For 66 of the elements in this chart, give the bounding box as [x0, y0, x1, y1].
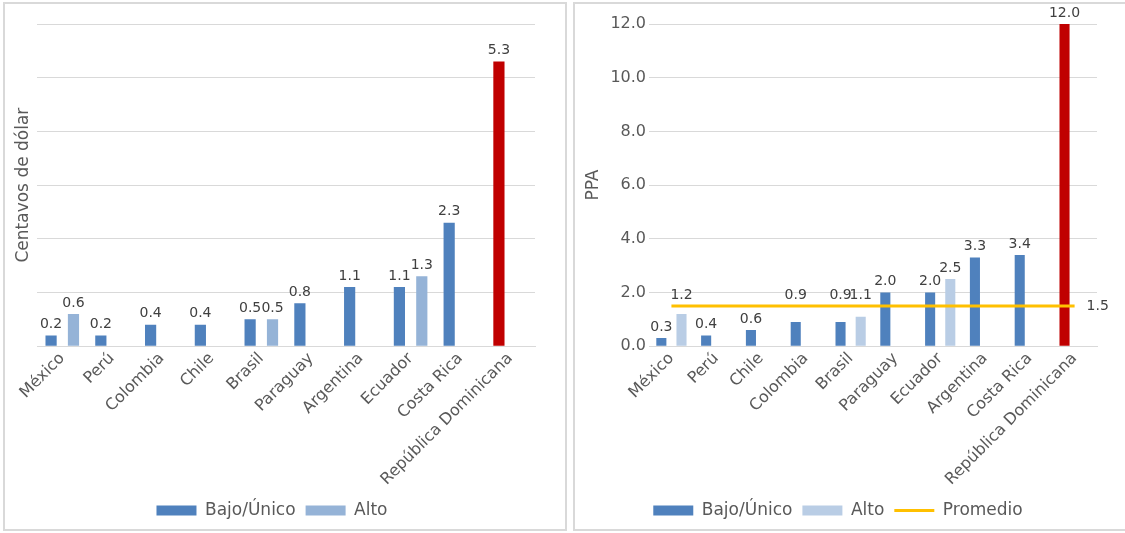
y-tick-label: 4.0 [620, 227, 647, 247]
legend-label: Alto [850, 498, 885, 519]
bar [835, 322, 846, 346]
data-label: 1.1 [338, 266, 361, 283]
data-label: 0.2 [89, 315, 112, 332]
bar [969, 257, 980, 346]
y-tick-label: 0.0 [620, 335, 647, 355]
bar [701, 335, 712, 346]
bar [194, 324, 206, 346]
bar [1014, 254, 1025, 346]
data-label: 2.0 [874, 272, 897, 289]
y-tick-label: 6.0 [620, 174, 647, 194]
bar [790, 322, 801, 346]
legend-label: Alto [354, 498, 388, 519]
legend-label: Bajo/Único [204, 497, 296, 519]
bar [745, 330, 756, 346]
y-axis-title: Centavos de dólar [11, 107, 32, 263]
bar [676, 313, 687, 346]
bar [95, 335, 107, 346]
y-tick-label: 10.0 [610, 66, 647, 86]
data-label: 0.8 [288, 282, 312, 299]
y-tick-label: 8.0 [620, 120, 647, 140]
y-axis-title: PPA [581, 169, 602, 201]
data-label: 5.3 [487, 41, 511, 58]
bar [1059, 24, 1070, 346]
bar [344, 287, 356, 346]
bar [945, 279, 956, 346]
bar [925, 292, 936, 346]
data-label: 0.4 [695, 315, 718, 332]
bar [294, 303, 306, 346]
bar [443, 222, 455, 346]
data-label: 0.6 [739, 309, 763, 326]
data-label: 3.3 [963, 237, 987, 254]
data-label: 1.1 [388, 266, 411, 283]
data-label: 0.5 [261, 298, 284, 315]
data-label: 3.4 [1008, 234, 1031, 251]
y-tick-label: 2.0 [620, 281, 647, 301]
bar [145, 324, 157, 346]
data-label: 0.9 [784, 285, 807, 302]
bar [266, 319, 279, 346]
data-label: 1.3 [410, 256, 433, 273]
data-label: 0.4 [189, 304, 212, 321]
data-label: 12.0 [1048, 3, 1081, 20]
bar [393, 287, 405, 346]
bar [67, 313, 80, 346]
data-label: 2.3 [438, 202, 461, 219]
data-label: 0.6 [62, 293, 85, 310]
data-label: 2.0 [919, 272, 942, 289]
data-label: 0.5 [238, 298, 262, 315]
bar [416, 276, 428, 346]
data-label: 0.4 [139, 304, 162, 321]
data-label: 1.2 [670, 285, 693, 302]
bar [880, 292, 891, 346]
bar [855, 316, 866, 346]
legend-label: Bajo/Único [701, 497, 793, 519]
data-label: 0.2 [39, 315, 63, 332]
data-label: 0.3 [650, 317, 673, 334]
data-label: 2.5 [939, 258, 962, 275]
bar [244, 319, 256, 346]
bar [493, 61, 505, 346]
data-label: 0.9 [829, 285, 852, 302]
y-tick-label: 12.0 [610, 13, 647, 33]
legend-label: Promedio [942, 498, 1023, 519]
bar [656, 338, 667, 346]
data-label: 1.5 [1086, 296, 1109, 313]
bar [45, 335, 57, 346]
